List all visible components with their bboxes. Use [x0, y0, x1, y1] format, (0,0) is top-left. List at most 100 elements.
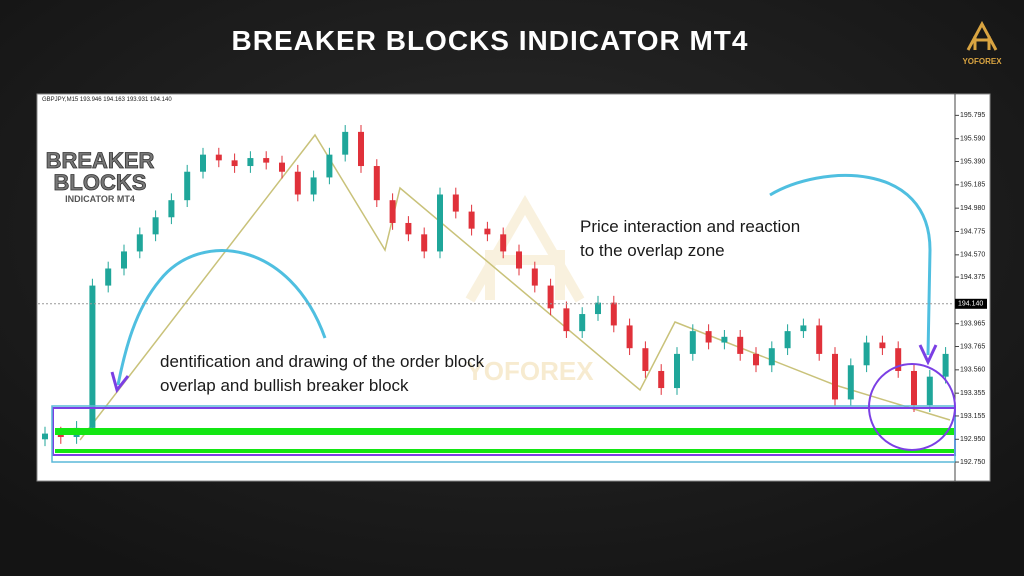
candle-body	[294, 171, 301, 195]
candle-body	[421, 234, 428, 252]
candle-body	[610, 302, 617, 326]
candle-body	[263, 158, 270, 163]
candle-body	[516, 251, 522, 269]
candle-body	[674, 353, 680, 389]
candle-body	[563, 308, 570, 332]
y-tick-label: 193.155	[960, 413, 985, 420]
candle-body	[942, 353, 949, 377]
page-title: BREAKER BLOCKS INDICATOR MT4	[232, 25, 749, 56]
logo-icon	[966, 20, 998, 51]
candle-body	[547, 285, 554, 309]
candle-body	[358, 131, 364, 167]
candle-body	[579, 314, 586, 332]
y-tick-label: 194.375	[960, 274, 985, 281]
candle-body	[184, 171, 191, 201]
candle-body	[626, 325, 633, 349]
candle-body	[595, 302, 601, 315]
breaker-block-zone	[55, 449, 955, 453]
candle-body	[389, 200, 396, 223]
candle-body	[452, 194, 459, 212]
candle-body	[326, 154, 333, 178]
logo-line: BREAKER	[46, 148, 155, 173]
candle-body	[405, 222, 412, 235]
candle-body	[721, 336, 728, 343]
arrow	[769, 174, 932, 356]
candle-body	[926, 376, 933, 406]
candle-body	[784, 331, 791, 349]
y-tick-label: 194.570	[960, 252, 985, 259]
candle-body	[200, 154, 206, 172]
annotation: dentification and drawing of the order b…	[160, 352, 485, 371]
arrow-head	[110, 371, 130, 394]
order-block-zone	[55, 428, 955, 435]
candle-body	[753, 353, 759, 366]
y-tick-label: 192.750	[960, 459, 985, 466]
y-tick-label: 195.390	[960, 158, 985, 165]
candle-body	[768, 348, 775, 366]
candle-body	[642, 348, 649, 371]
zone-box	[51, 405, 956, 463]
y-tick-label: 193.560	[960, 367, 985, 374]
candle-body	[42, 433, 48, 440]
chart-panel	[36, 93, 991, 482]
logo-line: INDICATOR MT4	[65, 194, 135, 204]
zigzag	[79, 133, 951, 441]
y-tick-label: 192.950	[960, 436, 985, 443]
candle-body	[105, 268, 112, 286]
watermark-icon	[465, 195, 585, 303]
arrow-head	[918, 344, 938, 366]
candle-body	[895, 348, 902, 371]
watermark: YOFOREX	[466, 356, 594, 386]
candle-body	[310, 177, 317, 195]
candle-body	[373, 166, 380, 201]
candle-body	[689, 331, 696, 354]
arrow	[116, 249, 327, 386]
y-tick-label: 194.980	[960, 205, 985, 212]
candle-body	[816, 325, 823, 354]
candle-body	[231, 160, 238, 167]
candle-body	[121, 251, 127, 269]
candle-body	[531, 268, 538, 286]
y-tick-label: 195.590	[960, 136, 985, 143]
candle-body	[437, 194, 443, 252]
candle-body	[800, 325, 807, 332]
candle-body	[215, 154, 222, 161]
candle-body	[658, 370, 665, 389]
candle-body	[863, 342, 870, 366]
candle-body	[247, 158, 254, 167]
candle-body	[342, 131, 349, 155]
candle-body	[737, 336, 744, 354]
chart-logo: BREAKER BLOCKS INDICATOR MT4	[45, 148, 155, 204]
y-tick-label: 194.775	[960, 228, 985, 235]
current-price-tag	[955, 298, 987, 309]
candle-body	[484, 228, 491, 235]
candle-body	[89, 285, 96, 428]
candle-body	[279, 162, 285, 172]
candle-body	[57, 433, 64, 438]
symbol-info: GBPJPY,M15 193.946 194.163 193.931 194.1…	[42, 97, 172, 103]
logo-line: BLOCKS	[54, 170, 147, 195]
candle-body	[152, 217, 159, 235]
y-tick-label: 193.965	[960, 321, 985, 328]
y-tick-label: 193.355	[960, 390, 985, 397]
candle-body	[832, 353, 838, 400]
candle-body	[168, 200, 175, 218]
y-tick-label: 195.185	[960, 182, 985, 189]
candle-body	[911, 370, 917, 406]
y-tick-label: 195.795	[960, 112, 985, 119]
reaction-circle	[868, 363, 956, 451]
y-tick-label: 193.765	[960, 343, 985, 350]
annotation: overlap and bullish breaker block	[160, 376, 409, 395]
candle-body	[136, 234, 143, 252]
current-price-label: 194.140	[958, 301, 983, 308]
candle-body	[500, 234, 507, 252]
candle-body	[468, 211, 475, 229]
candle-body	[879, 342, 886, 349]
annotation: to the overlap zone	[580, 241, 725, 260]
brand-name: YOFOREX	[962, 57, 1002, 66]
candles	[42, 125, 949, 447]
candle-body	[847, 365, 854, 400]
candle-body	[705, 331, 712, 343]
